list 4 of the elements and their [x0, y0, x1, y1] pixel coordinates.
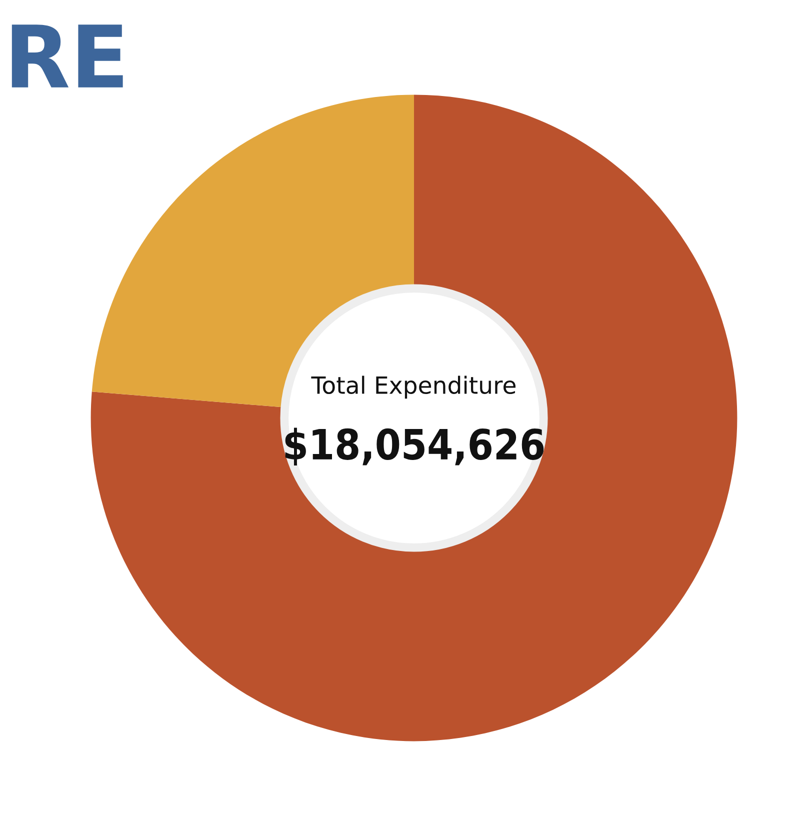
text: Total Expenditure — [311, 376, 516, 399]
chart-title: RE — [12, 24, 123, 88]
donut-slice — [90, 94, 738, 742]
text: $18,054,626 — [285, 428, 544, 466]
